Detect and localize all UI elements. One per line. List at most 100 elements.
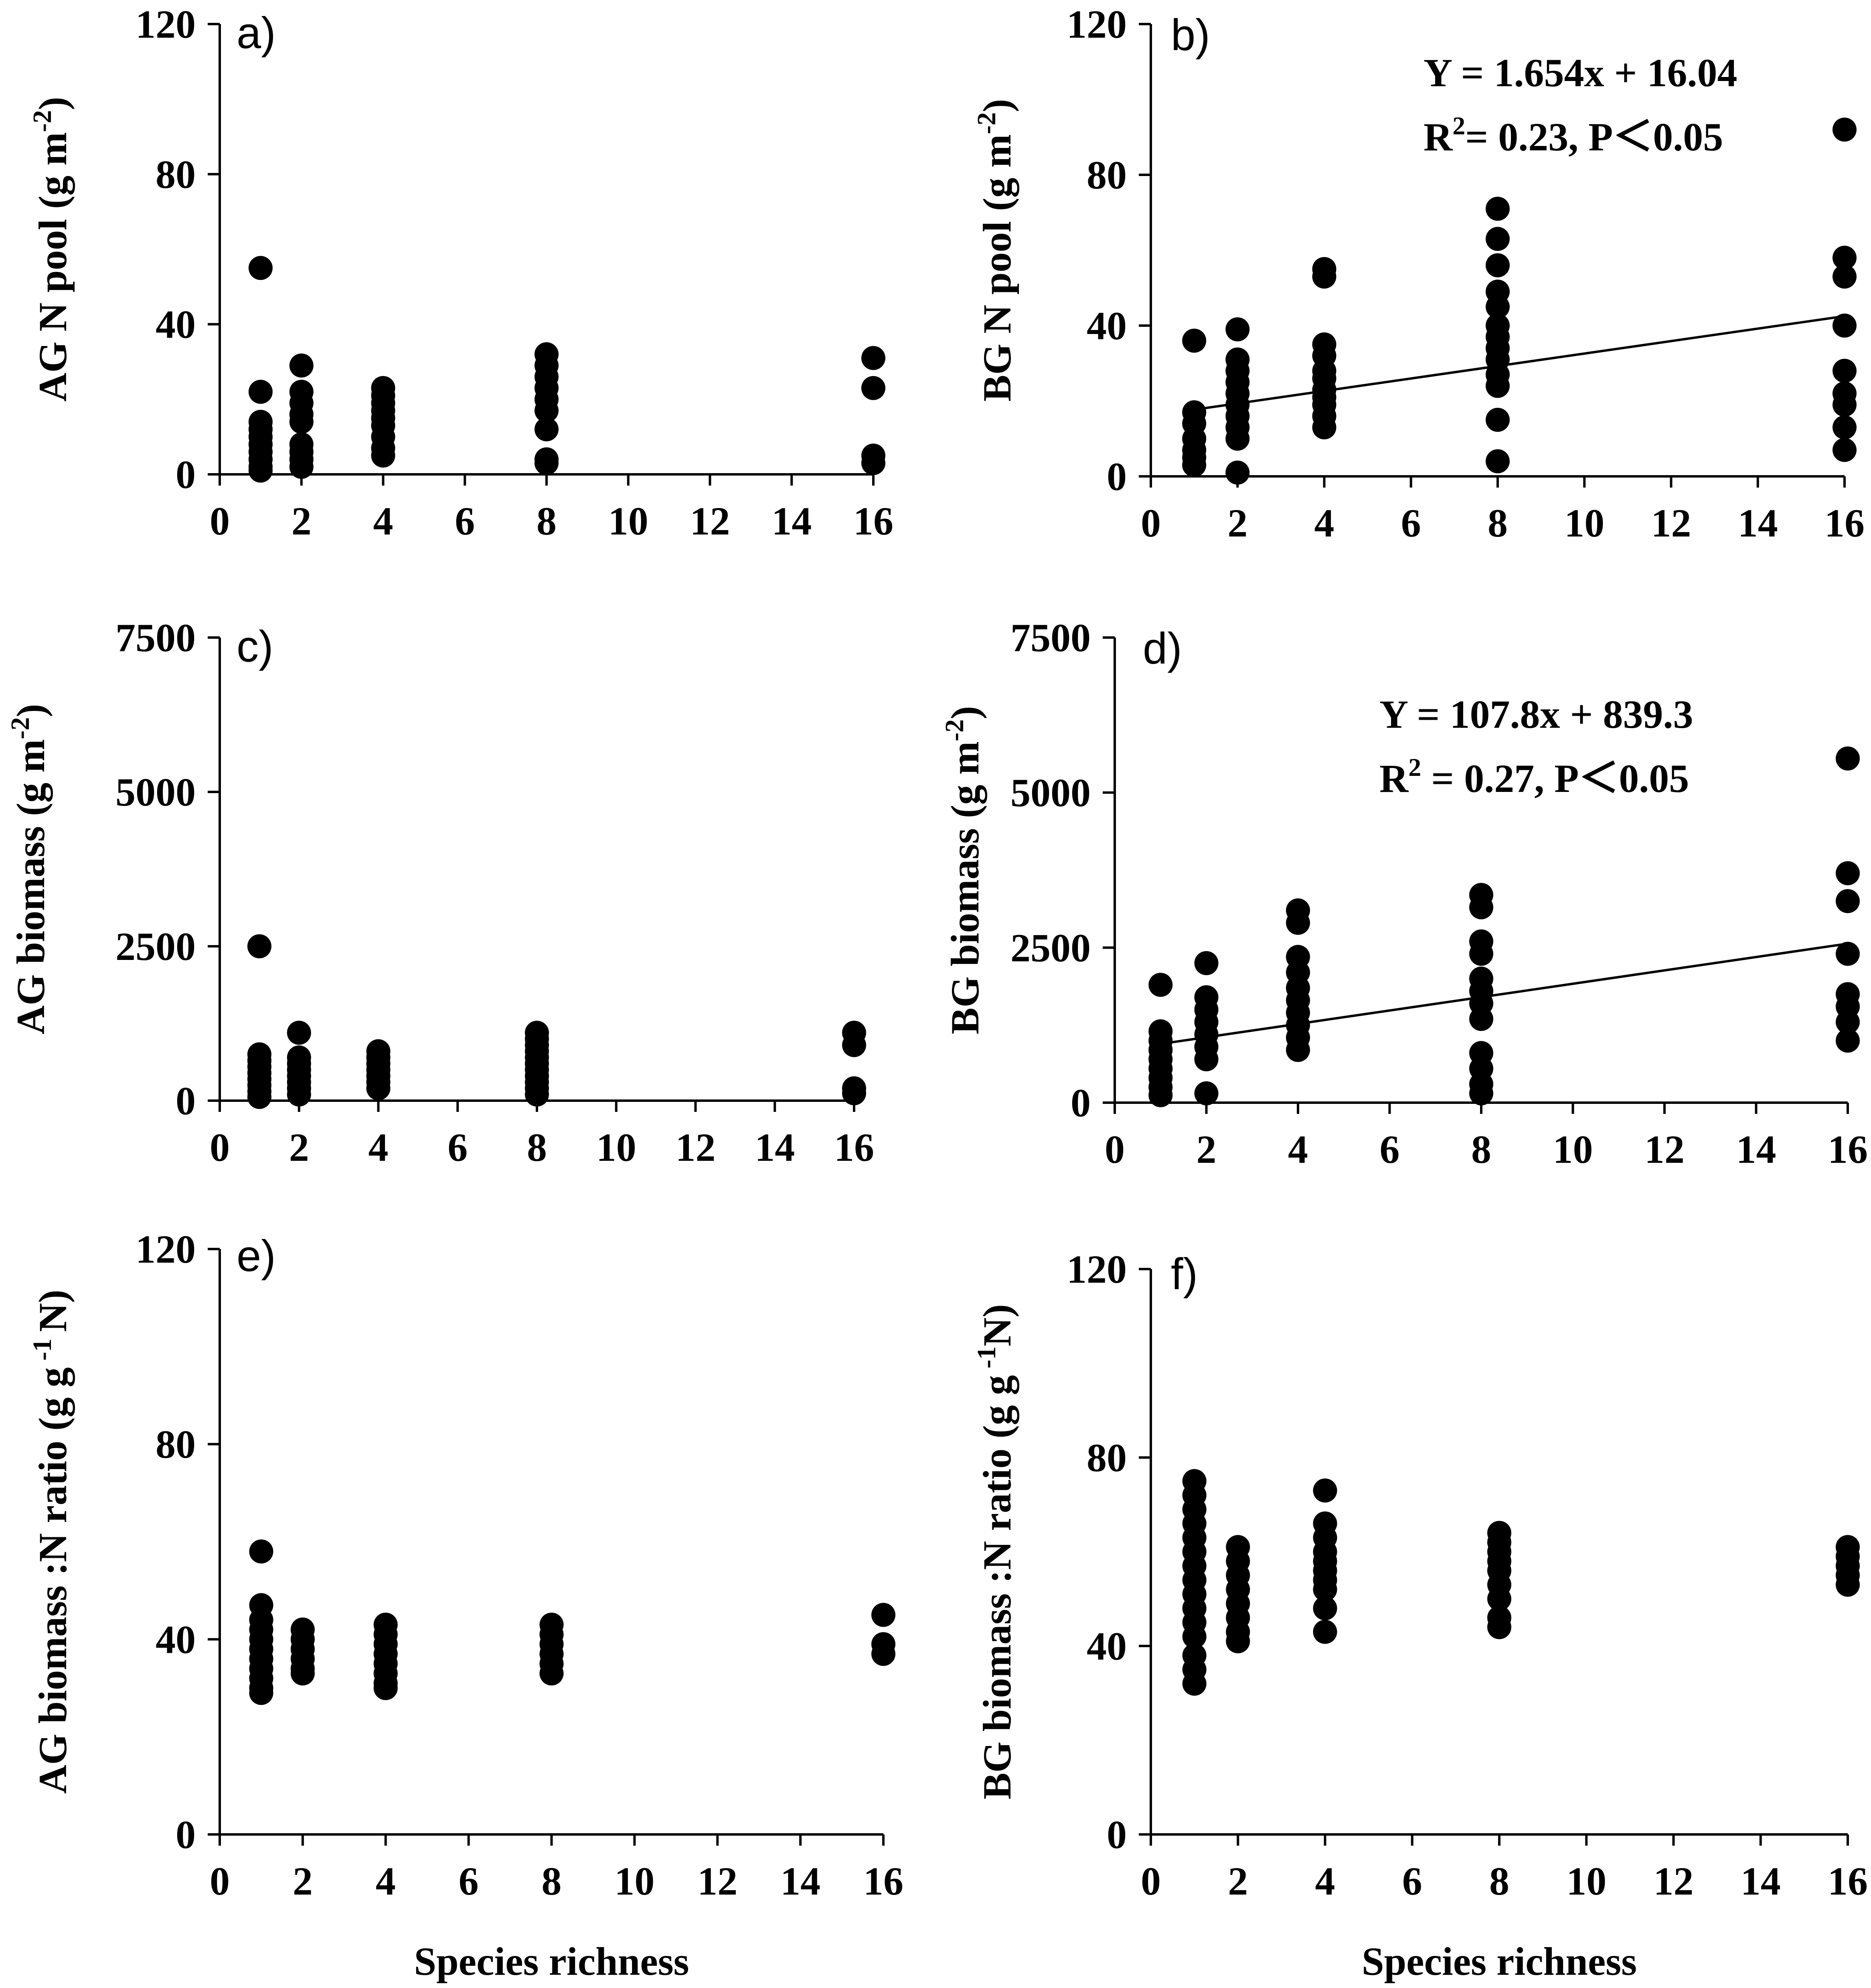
data-point <box>1313 1478 1337 1503</box>
data-point <box>1469 941 1493 966</box>
panel-label: a) <box>237 8 276 58</box>
x-tick-label: 6 <box>1401 501 1421 545</box>
data-point <box>247 934 271 958</box>
y-tick-label: 120 <box>1067 1247 1127 1292</box>
data-point <box>289 455 314 479</box>
y-tick-label: 80 <box>156 1422 196 1467</box>
data-point <box>1225 427 1250 451</box>
x-tick-label: 6 <box>459 1859 479 1903</box>
data-point <box>1833 358 1857 383</box>
x-tick-label: 2 <box>1228 1859 1248 1903</box>
data-point <box>1182 453 1207 477</box>
x-tick-label: 16 <box>1824 501 1865 545</box>
y-tick-label: 0 <box>176 1812 196 1857</box>
y-tick-label: 40 <box>156 302 196 347</box>
x-tick-label: 10 <box>608 499 648 543</box>
panel-e: 0 2 4 6 8 10 12 14 16 0 40 80 120 e) AG biomass :N rat… <box>28 1227 903 1984</box>
data-point <box>1836 1028 1860 1053</box>
data-point <box>289 409 314 434</box>
data-point <box>287 1082 311 1107</box>
y-axis-title: AG N pool (g m-2) <box>28 97 75 402</box>
y-axis-title: AG biomass (g m-2) <box>6 704 53 1034</box>
data-point <box>1225 460 1250 485</box>
data-point <box>1486 408 1510 432</box>
panel-label: b) <box>1171 10 1210 60</box>
data-point <box>1486 449 1510 474</box>
x-tick-label: 0 <box>1105 1127 1125 1172</box>
data-point <box>1469 1081 1493 1105</box>
x-axis-title: Species richness <box>414 1939 689 1984</box>
data-point <box>1487 1587 1511 1611</box>
data-point <box>861 346 885 370</box>
data-point <box>1286 911 1310 935</box>
data-point <box>373 1676 398 1700</box>
x-tick-label: 14 <box>1738 501 1778 545</box>
data-point <box>1836 889 1860 913</box>
data-point <box>290 1661 315 1686</box>
x-tick-label: 10 <box>1564 501 1604 545</box>
data-point <box>525 1082 549 1107</box>
y-tick-label: 80 <box>1087 153 1127 197</box>
x-tick-label: 14 <box>1736 1127 1776 1172</box>
panel-label: e) <box>237 1231 276 1281</box>
data-point <box>1833 393 1857 417</box>
regression-equation: Y = 107.8x + 839.3 <box>1379 692 1693 737</box>
data-point <box>1194 1047 1219 1071</box>
x-tick-label: 16 <box>853 499 893 543</box>
panel-b: 0 2 4 6 8 10 12 14 16 0 40 80 120 b) BG N pool (g m-2)… <box>972 2 1865 545</box>
x-tick-label: 8 <box>542 1859 562 1903</box>
data-point <box>1487 1615 1511 1639</box>
y-tick-label: 40 <box>1087 304 1127 348</box>
data-point <box>1313 1620 1337 1644</box>
data-point <box>1486 196 1510 221</box>
regression-equation: Y = 1.654x + 16.04 <box>1423 51 1737 95</box>
y-tick-label: 120 <box>136 1227 196 1271</box>
y-tick-label: 0 <box>1107 1812 1127 1857</box>
y-tick-label: 80 <box>1087 1435 1127 1480</box>
x-tick-label: 10 <box>596 1125 636 1170</box>
y-tick-label: 120 <box>1067 2 1127 47</box>
y-tick-label: 0 <box>1071 1081 1091 1125</box>
y-tick-label: 7500 <box>1010 615 1091 660</box>
panel-c: 0 2 4 6 8 10 12 14 16 0 2500 5000 7500 c) AG biomass (… <box>6 615 874 1170</box>
x-tick-label: 0 <box>1141 1859 1161 1903</box>
x-tick-label: 14 <box>771 499 812 543</box>
data-point <box>1833 314 1857 338</box>
data-point <box>1469 895 1493 919</box>
data-point <box>1286 1038 1310 1062</box>
data-point <box>1182 1672 1207 1696</box>
data-point <box>842 1081 866 1105</box>
x-tick-label: 8 <box>537 499 557 543</box>
x-tick-label: 16 <box>1828 1127 1868 1172</box>
data-point <box>539 1661 564 1686</box>
data-point <box>1313 1596 1337 1620</box>
y-tick-label: 2500 <box>1010 925 1091 970</box>
data-point <box>289 353 314 378</box>
x-tick-label: 16 <box>863 1859 903 1903</box>
y-axis-title: AG biomass :N ratio (g g -1 N) <box>28 1290 75 1794</box>
y-tick-label: 40 <box>1087 1624 1127 1668</box>
x-tick-label: 14 <box>1741 1859 1781 1903</box>
y-tick-label: 0 <box>176 1079 196 1123</box>
x-tick-label: 10 <box>1566 1859 1606 1903</box>
x-tick-label: 2 <box>293 1859 313 1903</box>
regression-stats: R2 = 0.27, P＜0.05 <box>1379 753 1689 801</box>
data-point <box>1182 1624 1207 1649</box>
x-tick-label: 4 <box>376 1859 396 1903</box>
x-tick-label: 14 <box>780 1859 820 1903</box>
data-point <box>249 1681 273 1705</box>
data-point <box>861 376 885 400</box>
data-point <box>1486 253 1510 277</box>
x-tick-label: 6 <box>448 1125 468 1170</box>
x-tick-label: 12 <box>1651 501 1691 545</box>
x-tick-label: 8 <box>1489 1859 1509 1903</box>
y-axis-title: BG biomass (g m-2) <box>940 706 987 1034</box>
x-tick-label: 0 <box>210 1125 230 1170</box>
x-tick-label: 8 <box>1471 1127 1491 1172</box>
y-tick-label: 5000 <box>1010 771 1091 815</box>
regression-line <box>1194 315 1845 411</box>
x-tick-label: 8 <box>527 1125 547 1170</box>
x-tick-label: 16 <box>1828 1859 1868 1903</box>
data-point <box>1486 374 1510 398</box>
x-tick-label: 4 <box>1288 1127 1308 1172</box>
